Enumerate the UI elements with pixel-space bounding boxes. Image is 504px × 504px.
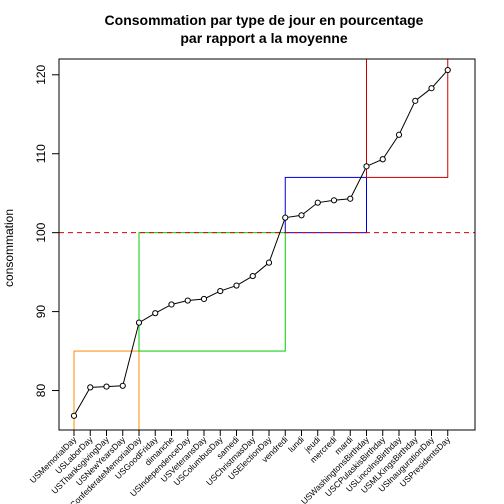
data-point-10 (233, 282, 240, 289)
plot-frame (58, 58, 476, 431)
y-tick-label-90: 90 (34, 305, 48, 319)
data-point-4 (135, 319, 143, 326)
data-point-7 (184, 297, 191, 304)
data-point-5 (152, 310, 159, 317)
data-point-9 (217, 287, 224, 295)
series-line (73, 69, 449, 417)
data-point-18 (363, 163, 370, 170)
data-point-13 (282, 214, 289, 221)
y-axis: 80 90 100 110 120 (34, 64, 59, 397)
data-point-12 (265, 259, 273, 266)
data-point-22 (428, 85, 435, 92)
group-box-1 (138, 232, 286, 352)
y-tick-label-120: 120 (34, 64, 48, 84)
data-point-16 (330, 197, 338, 204)
data-point-0 (70, 412, 78, 419)
data-point-15 (314, 199, 321, 206)
group-box-0 (73, 350, 140, 431)
box-group (73, 58, 449, 431)
y-axis-label: consommation (2, 209, 16, 287)
data-point-11 (249, 272, 256, 280)
y-tick-label-100: 100 (34, 222, 48, 242)
y-tick-label-80: 80 (34, 384, 48, 398)
data-point-2 (103, 383, 110, 390)
chart-subtitle: par rapport a la moyenne (180, 30, 347, 46)
data-point-8 (200, 295, 208, 303)
data-point-21 (412, 97, 419, 104)
data-point-1 (87, 384, 94, 391)
data-point-6 (168, 301, 175, 308)
series-group (70, 66, 451, 419)
data-point-14 (298, 212, 305, 219)
data-point-20 (395, 131, 403, 138)
group-box-2 (284, 176, 367, 234)
data-point-3 (119, 382, 126, 389)
x-axis: USMemorialDayUSLaborDayUSThanksgivingDay… (28, 430, 453, 504)
data-point-19 (379, 156, 386, 163)
chart-title: Consommation par type de jour en pourcen… (105, 12, 424, 28)
x-tick-label-14: lundi (286, 434, 306, 454)
y-tick-label-110: 110 (34, 144, 48, 163)
data-point-23 (444, 66, 451, 74)
data-point-17 (347, 195, 354, 202)
